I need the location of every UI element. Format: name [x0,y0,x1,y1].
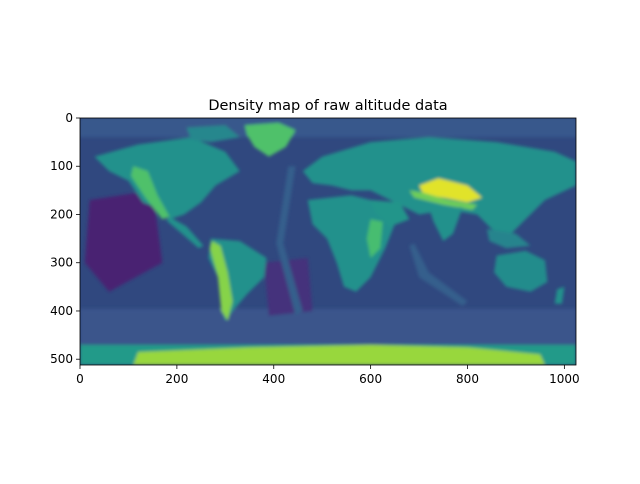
heatmap-africa [307,195,395,292]
y-tick-label: 400 [50,304,73,318]
heatmap-greenland [244,122,296,157]
heatmap-arctic-islands [186,125,240,143]
x-tick-label: 800 [456,372,479,386]
x-tick-label: 200 [165,372,188,386]
y-tick-label: 0 [65,111,73,125]
heatmap-indonesia [486,229,531,249]
x-tick-label: 0 [76,372,84,386]
chart-title: Density map of raw altitude data [208,98,447,114]
x-tick-label: 600 [359,372,382,386]
heatmap-himalaya-ridge [409,190,478,210]
heatmap-indian-ridge [409,243,468,307]
x-tick-label: 400 [262,372,285,386]
heatmap-antarctica [133,344,546,365]
plot-frame [79,117,577,366]
heatmap-image [80,118,576,365]
heatmap-arabia [370,200,410,227]
heatmap-australia [494,250,548,292]
heatmap-india [428,207,463,241]
x-axis: 0 200 400 600 800 1000 [76,365,580,386]
heatmap-andes [209,241,233,321]
y-tick-label: 300 [50,256,73,270]
heatmap-central-america [166,216,204,249]
heatmap-north-america [94,137,240,220]
heatmap-rocky-mountains [130,166,170,220]
y-tick-label: 200 [50,207,73,221]
y-tick-label: 500 [50,352,73,366]
heatmap-new-zealand [554,286,565,304]
heatmap-deep-trench-pacific [84,190,163,292]
y-tick-label: 100 [50,159,73,173]
heatmap-ocean-shallow-north [80,118,576,138]
heatmap-mid-atlantic-ridge [276,166,303,316]
heatmap-ocean-southern [80,308,576,345]
x-tick-label: 1000 [549,372,580,386]
y-axis: 0 100 200 300 400 500 [50,111,80,366]
heatmap-east-african-highlands [366,219,383,258]
